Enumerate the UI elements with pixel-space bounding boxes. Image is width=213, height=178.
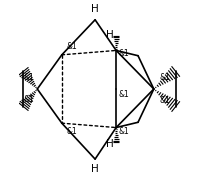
Text: H: H: [91, 4, 99, 14]
Text: &1: &1: [66, 127, 77, 136]
Text: &1: &1: [119, 127, 130, 136]
Text: &1: &1: [159, 96, 170, 105]
Text: &1: &1: [159, 73, 170, 82]
Text: H: H: [91, 164, 99, 174]
Text: &1: &1: [119, 49, 130, 58]
Text: &1: &1: [66, 42, 77, 51]
Text: H: H: [106, 139, 114, 149]
Text: &1: &1: [24, 73, 35, 82]
Text: &1: &1: [24, 95, 35, 104]
Text: H: H: [106, 30, 114, 40]
Text: &1: &1: [119, 90, 130, 99]
